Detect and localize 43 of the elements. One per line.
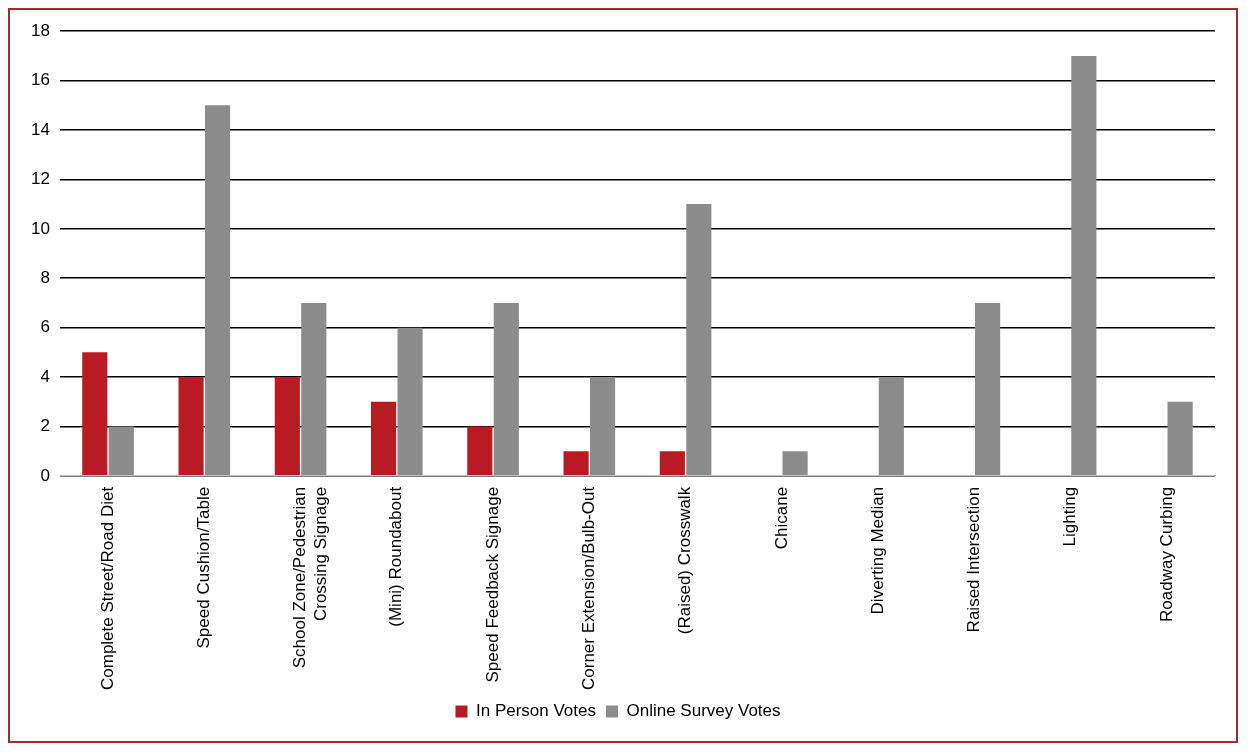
bar (659, 451, 685, 476)
x-tick-label: Speed Feedback Signage (482, 486, 502, 683)
bar (1071, 55, 1097, 476)
x-tick-label: Corner Extension/Bulb-Out (579, 486, 599, 690)
bar (589, 377, 616, 476)
legend-label: Online Survey Votes (626, 701, 781, 721)
bar (371, 401, 397, 476)
bar (108, 426, 134, 476)
y-tick-label: 16 (30, 70, 50, 90)
x-tick-label: Complete Street/Road Diet (97, 486, 117, 690)
bar (686, 204, 712, 476)
x-tick-label: (Mini) Roundabout (386, 486, 406, 627)
x-tick-label: Chicane (771, 486, 791, 550)
bar (1167, 401, 1193, 476)
y-tick-label: 6 (40, 317, 50, 337)
x-tick-label: Speed Cushion/Table (193, 486, 213, 649)
y-tick-label: 0 (40, 465, 50, 485)
bar (878, 377, 904, 476)
y-tick-label: 14 (30, 119, 50, 139)
bar (178, 377, 204, 476)
y-tick-label: 4 (40, 366, 50, 386)
bar (563, 451, 589, 476)
y-tick-label: 2 (40, 416, 50, 436)
bar (782, 451, 808, 476)
bar (493, 302, 519, 476)
bar (975, 302, 1001, 476)
x-tick-label: School Zone/Pedestrian Crossing Signage (290, 486, 330, 669)
bar (274, 377, 300, 476)
y-tick-label: 18 (30, 20, 50, 40)
y-tick-label: 12 (30, 169, 50, 189)
bar (82, 352, 108, 476)
legend-label: In Person Votes (475, 701, 597, 721)
y-tick-label: 8 (40, 267, 50, 287)
x-tick-label: (Raised) Crosswalk (675, 486, 695, 635)
x-tick-label: Raised Intersection (964, 486, 984, 633)
bar (467, 426, 493, 476)
x-tick-label: Roadway Curbing (1156, 486, 1176, 622)
y-tick-label: 10 (30, 218, 50, 238)
x-tick-label: Lighting (1060, 486, 1080, 547)
bar (397, 327, 423, 476)
bar (204, 105, 231, 476)
bar (301, 302, 327, 476)
x-tick-label: Diverting Median (867, 486, 887, 615)
